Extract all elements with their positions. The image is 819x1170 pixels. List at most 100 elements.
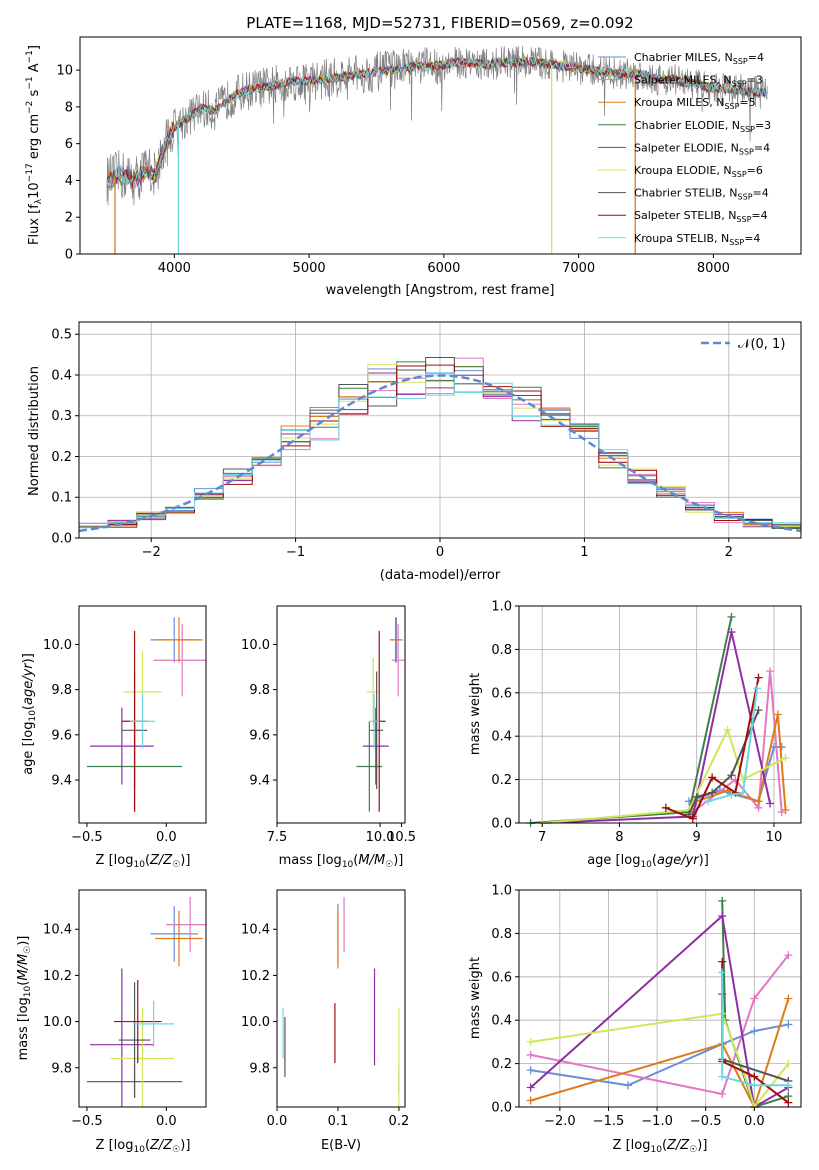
y-tick-label: 10 bbox=[56, 64, 73, 79]
mass-weight-vs-age-plot: 7 8 9 10 0.0 0.2 0.4 0.6 0.8 1.0 bbox=[491, 600, 802, 845]
hist-chabrier-stelib bbox=[79, 357, 801, 528]
y-tick-label: 10.4 bbox=[241, 923, 270, 938]
legend-entry: Salpeter STELIB, NSSP=4 bbox=[634, 209, 768, 224]
y-tick-label: 0.4 bbox=[491, 730, 512, 745]
y-tick-label: 10.0 bbox=[241, 638, 270, 653]
data-point bbox=[784, 1081, 793, 1090]
legend-entry: Salpeter MILES, NSSP=3 bbox=[634, 74, 763, 89]
data-point bbox=[661, 803, 670, 812]
data-point bbox=[727, 612, 736, 621]
legend-entry: Kroupa ELODIE, NSSP=6 bbox=[634, 164, 763, 179]
error-bars bbox=[86, 617, 206, 812]
x-tick-label: −2.0 bbox=[544, 1114, 576, 1129]
mass-vs-z-plot: −0.5 0.0 9.8 10.0 10.2 10.4 bbox=[43, 889, 207, 1129]
spectrum-xlabel: wavelength [Angstrom, rest frame] bbox=[326, 283, 555, 298]
data-point bbox=[754, 797, 763, 806]
x-tick-label: 8 bbox=[615, 830, 623, 845]
spectrum-legend: Chabrier MILES, NSSP=4 Salpeter MILES, NS… bbox=[598, 51, 771, 247]
data-point bbox=[777, 743, 786, 752]
x-tick-label: 7.5 bbox=[267, 830, 288, 845]
y-tick-label: 0.3 bbox=[51, 409, 72, 424]
spectrum-lines bbox=[106, 45, 768, 254]
x-tick-label: −0.5 bbox=[71, 830, 103, 845]
series-salpeter-elodie bbox=[530, 914, 789, 1109]
legend-entry: 𝒩(0, 1) bbox=[738, 337, 785, 352]
y-tick-label: 0.4 bbox=[51, 368, 72, 383]
data-point bbox=[781, 753, 790, 762]
data-point bbox=[526, 1083, 535, 1092]
axes-frame bbox=[518, 889, 802, 1108]
hist-kroupa-miles bbox=[79, 365, 801, 529]
series-kroupa-stelib bbox=[721, 972, 789, 1087]
data-point bbox=[692, 792, 701, 801]
mass-ylabel: mass [log10(M/M☉)] bbox=[16, 936, 33, 1061]
y-tick-label: 0.8 bbox=[491, 643, 512, 658]
axes-frame bbox=[78, 889, 207, 1108]
error-bars bbox=[282, 896, 400, 1107]
y-tick-label: 9.8 bbox=[249, 1061, 270, 1076]
x-tick-label: −0.5 bbox=[690, 1114, 722, 1129]
x-tick-label: 4000 bbox=[158, 261, 191, 276]
y-tick-label: 0.2 bbox=[491, 773, 512, 788]
data-point bbox=[727, 790, 736, 799]
x-tick-label: 0.0 bbox=[156, 1114, 177, 1129]
y-tick-label: 10.2 bbox=[241, 969, 270, 984]
data-point bbox=[718, 1072, 727, 1081]
data-point bbox=[754, 706, 763, 715]
mass-weight-vs-z-plot: −2.0 −1.5 −1.0 −0.5 0.0 0.0 0.2 0.4 0.6 0.8 1.0 bbox=[491, 884, 802, 1129]
data-point bbox=[718, 896, 727, 905]
x-tick-label: 0.0 bbox=[267, 1114, 288, 1129]
residuals-plot: −2 −1 0 1 2 0.0 0.1 0.2 0.3 0.4 0.5 𝒩(0, 1) bbox=[51, 321, 802, 560]
data-point bbox=[526, 1050, 535, 1059]
data-point bbox=[727, 628, 736, 637]
x-tick-label: 2 bbox=[725, 545, 733, 560]
data-point bbox=[739, 788, 748, 797]
data-point bbox=[727, 771, 736, 780]
y-tick-label: 9.8 bbox=[249, 683, 270, 698]
weight-age-xlabel: age [log10(age/yr)] bbox=[587, 853, 709, 870]
age-vs-mass-plot: 7.5 10.010.59.49.69.810.0 bbox=[241, 605, 416, 845]
y-tick-label: 9.4 bbox=[51, 774, 72, 789]
data-point bbox=[708, 773, 717, 782]
legend-entry: Chabrier MILES, NSSP=4 bbox=[634, 51, 764, 66]
model-kroupa-stelib bbox=[106, 55, 768, 189]
data-point bbox=[704, 797, 713, 806]
y-tick-label: 9.6 bbox=[51, 728, 72, 743]
data-point bbox=[781, 805, 790, 814]
x-tick-label: 0.0 bbox=[156, 830, 177, 845]
data-point bbox=[623, 1081, 632, 1090]
data-point bbox=[750, 1027, 759, 1036]
x-tick-label: 1 bbox=[580, 545, 588, 560]
y-tick-label: 10.4 bbox=[43, 923, 72, 938]
y-tick-label: 0.0 bbox=[491, 817, 512, 832]
data-point bbox=[766, 799, 775, 808]
x-tick-label: −1.5 bbox=[593, 1114, 625, 1129]
y-tick-label: 9.4 bbox=[249, 774, 270, 789]
y-tick-label: 1.0 bbox=[491, 884, 512, 899]
y-tick-label: 10.0 bbox=[43, 1015, 72, 1030]
data-point bbox=[750, 1072, 759, 1081]
axes-frame bbox=[79, 36, 802, 255]
spectrum-ylabel: Flux [fλ10−17 erg cm−2 s−1 A−1] bbox=[25, 45, 44, 245]
data-point bbox=[718, 912, 727, 921]
axes-frame bbox=[276, 889, 406, 1108]
data-point bbox=[718, 968, 727, 977]
hist-salpeter-elodie bbox=[79, 372, 801, 528]
y-tick-label: 0 bbox=[65, 248, 73, 263]
age-ylabel: age [log10(age/yr)] bbox=[21, 653, 38, 775]
histograms bbox=[79, 357, 801, 533]
series-kroupa-elodie bbox=[530, 1012, 790, 1110]
data-point bbox=[688, 814, 697, 823]
x-tick-label: 7000 bbox=[562, 261, 595, 276]
y-tick-label: 0.5 bbox=[51, 328, 72, 343]
gaussian-curve bbox=[79, 374, 801, 533]
data-point bbox=[752, 684, 761, 693]
series-salpeter-miles bbox=[530, 954, 790, 1096]
age-vs-z-plot: −0.5 0.0 9.4 9.6 9.8 10.0 bbox=[43, 605, 207, 845]
data-point bbox=[750, 994, 759, 1003]
legend-entry: Kroupa MILES, NSSP=5 bbox=[634, 96, 756, 111]
ebv-xlabel: E(B-V) bbox=[321, 1138, 361, 1153]
data-point bbox=[766, 667, 775, 676]
axes-frame bbox=[276, 605, 406, 824]
legend-entry: Chabrier STELIB, NSSP=4 bbox=[634, 187, 769, 202]
